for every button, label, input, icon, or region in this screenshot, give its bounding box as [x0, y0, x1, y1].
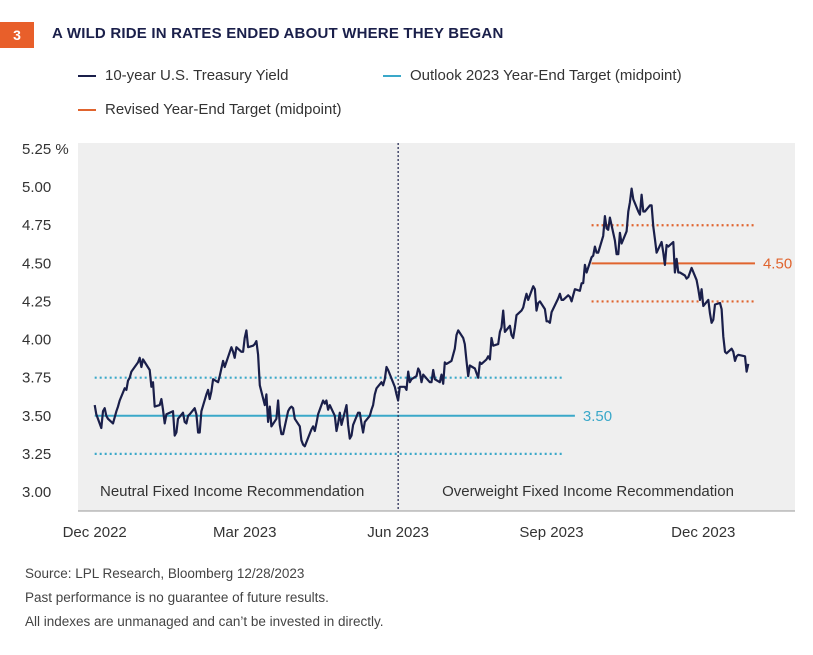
x-tick-label: Jun 2023 — [367, 524, 429, 541]
y-tick-label: 3.00 — [22, 484, 51, 501]
plot-background — [78, 143, 795, 511]
yield-chart: 3.00 3.25 3.50 3.75 4.00 4.25 4.50 4.75 5.00 5.25… — [22, 141, 795, 541]
y-tick-label: 4.50 — [22, 255, 51, 272]
x-tick-label: Dec 2022 — [63, 524, 127, 541]
legend-label-treasury-yield: 10-year U.S. Treasury Yield — [105, 67, 289, 84]
y-tick-label: 4.25 — [22, 293, 51, 310]
legend-swatch-revised-target — [78, 108, 96, 111]
y-tick-label: 5.00 — [22, 179, 51, 196]
footnote-source: Source: LPL Research, Bloomberg 12/28/20… — [25, 566, 305, 581]
y-tick-label: 3.50 — [22, 408, 51, 425]
legend-item-treasury-yield: 10-year U.S. Treasury Yield — [78, 67, 288, 84]
y-tick-label: 3.25 — [22, 446, 51, 463]
legend-item-outlook-target: Outlook 2023 Year-End Target (midpoint) — [383, 67, 682, 84]
figure-number-badge: 3 — [0, 22, 34, 48]
treasury-yield-line — [93, 187, 750, 448]
legend-swatch-outlook-target — [383, 74, 401, 77]
legend-label-outlook-target: Outlook 2023 Year-End Target (midpoint) — [410, 67, 682, 84]
x-tick-label: Dec 2023 — [671, 524, 735, 541]
target-value-label: 4.50 — [763, 255, 792, 272]
legend-item-revised-target: Revised Year-End Target (midpoint) — [78, 101, 342, 118]
region-label-overweight: Overweight Fixed Income Recommendation — [442, 483, 734, 500]
legend-label-revised-target: Revised Year-End Target (midpoint) — [105, 101, 342, 118]
x-tick-label: Mar 2023 — [213, 524, 276, 541]
footnote-disclaimer: Past performance is no guarantee of futu… — [25, 590, 329, 605]
footnote-indexes: All indexes are unmanaged and can’t be i… — [25, 614, 384, 629]
region-label-neutral: Neutral Fixed Income Recommendation — [100, 483, 364, 500]
legend-swatch-treasury-yield — [78, 74, 96, 77]
y-tick-label: 4.75 — [22, 217, 51, 234]
x-tick-label: Sep 2023 — [519, 524, 583, 541]
y-tick-label: 3.75 — [22, 370, 51, 387]
target-value-label: 3.50 — [583, 408, 612, 425]
y-tick-label: 4.00 — [22, 332, 51, 349]
chart-title: A WILD RIDE IN RATES ENDED ABOUT WHERE T… — [52, 25, 504, 42]
y-tick-label: 5.25 % — [22, 141, 69, 158]
